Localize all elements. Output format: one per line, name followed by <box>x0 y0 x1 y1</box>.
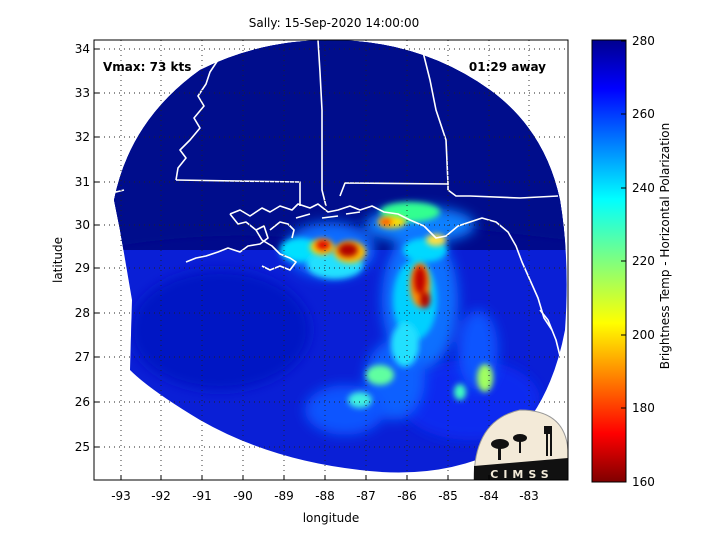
ga-border <box>419 40 449 185</box>
y-axis-label: latitude <box>51 237 65 283</box>
map-title: Sally: 15-Sep-2020 14:00:00 <box>249 16 420 30</box>
y-tick-label: 32 <box>75 130 90 144</box>
y-tick-labels: 25 26 27 28 29 30 31 32 33 34 <box>75 42 90 454</box>
x-axis-label: longitude <box>303 511 360 525</box>
y-tick-label: 25 <box>75 440 90 454</box>
x-tick-label: -83 <box>519 489 539 503</box>
colorbar-label: Brightness Temp - Horizontal Polarizatio… <box>658 123 672 370</box>
x-tick-label: -91 <box>192 489 212 503</box>
grid-lines <box>94 40 568 480</box>
colorbar-tick-label: 180 <box>632 401 655 415</box>
x-tick-label: -89 <box>274 489 294 503</box>
colorbar-tick-label: 200 <box>632 328 655 342</box>
y-tick-label: 33 <box>75 86 90 100</box>
coastline-and-borders <box>94 40 567 369</box>
x-tick-label: -87 <box>356 489 376 503</box>
x-tick-label: -93 <box>111 489 131 503</box>
x-tick-label: -85 <box>438 489 458 503</box>
colorbar-tick-labels: 160 180 200 220 240 260 280 <box>632 34 655 489</box>
y-tick-label: 34 <box>75 42 90 56</box>
gulf-coastline <box>94 177 567 369</box>
x-tick-label: -88 <box>315 489 335 503</box>
colorbar-tick-label: 260 <box>632 107 655 121</box>
y-tick-label: 27 <box>75 350 90 364</box>
y-tick-label: 29 <box>75 261 90 275</box>
colorbar-gradient <box>591 39 627 483</box>
x-tick-label: -90 <box>233 489 253 503</box>
vmax-label: Vmax: 73 kts <box>103 60 191 74</box>
al-fl-border <box>339 182 559 199</box>
colorbar-tick-label: 280 <box>632 34 655 48</box>
cimss-logo: CIMSS <box>473 409 568 481</box>
y-tick-label: 26 <box>75 395 90 409</box>
y-tick-label: 30 <box>75 218 90 232</box>
colorbar-tick-label: 240 <box>632 181 655 195</box>
cimss-logo-text: CIMSS <box>490 468 553 481</box>
x-tick-label: -84 <box>479 489 499 503</box>
y-tick-label: 31 <box>75 175 90 189</box>
colorbar-tick-marks <box>621 40 626 483</box>
colorbar-tick-label: 220 <box>632 254 655 268</box>
axis-tick-marks <box>94 48 530 480</box>
colorbar-tick-label: 160 <box>632 475 655 489</box>
time-away-label: 01:29 away <box>469 60 546 74</box>
x-tick-labels: -93 -92 -91 -90 -89 -88 -87 -86 -85 -84 … <box>111 489 539 503</box>
plot-frame <box>93 39 569 481</box>
ms-al-border <box>317 40 327 207</box>
y-tick-label: 28 <box>75 306 90 320</box>
x-tick-label: -92 <box>151 489 171 503</box>
x-tick-label: -86 <box>397 489 417 503</box>
mississippi-river-border <box>175 40 219 181</box>
colorbar: 160 180 200 220 240 260 280 Brightness T… <box>591 34 672 489</box>
florida-big-bend-coast <box>539 309 553 331</box>
barrier-islands <box>295 211 361 219</box>
